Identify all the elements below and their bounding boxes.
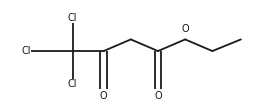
Text: O: O <box>154 91 162 101</box>
Text: Cl: Cl <box>21 46 31 56</box>
Text: Cl: Cl <box>68 13 77 23</box>
Text: O: O <box>181 24 189 34</box>
Text: Cl: Cl <box>68 79 77 89</box>
Text: O: O <box>100 91 107 101</box>
